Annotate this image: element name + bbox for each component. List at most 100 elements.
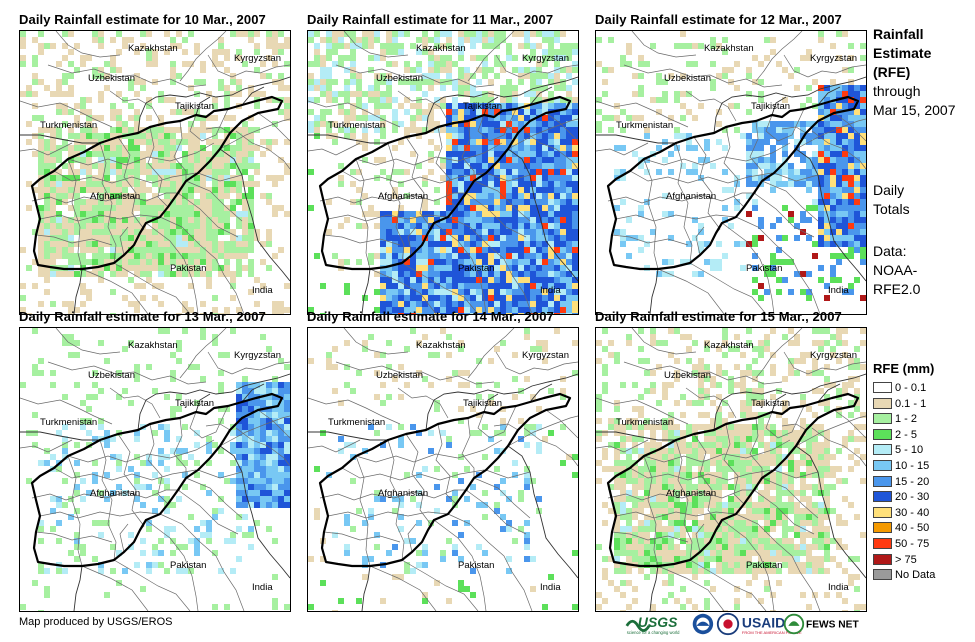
admin-boundary <box>55 31 121 58</box>
admin-boundary <box>495 54 578 78</box>
data-source: Data: NOAA- RFE2.0 <box>873 242 920 299</box>
admin-boundary <box>355 158 371 270</box>
data-source-label: Data: <box>873 243 907 259</box>
admin-boundary <box>631 31 697 58</box>
afghanistan-outline <box>606 392 860 568</box>
country-label-turkmenistan: Turkmenistan <box>40 120 97 131</box>
country-label-turkmenistan: Turkmenistan <box>616 417 673 428</box>
legend-label: No Data <box>895 569 936 582</box>
admin-boundary <box>177 192 239 238</box>
admin-boundary <box>485 172 531 182</box>
admin-boundary <box>47 64 207 88</box>
legend-label: 5 - 10 <box>895 444 924 457</box>
admin-boundary <box>397 387 449 419</box>
country-boundary <box>241 86 265 106</box>
panel-title: Daily Rainfall estimate for 10 Mar., 200… <box>19 12 266 27</box>
admin-boundary <box>407 523 417 553</box>
admin-boundary <box>119 523 129 553</box>
noaa-logo <box>692 613 714 635</box>
country-label-afghanistan: Afghanistan <box>666 191 716 202</box>
legend-label: 0.1 - 1 <box>895 397 927 410</box>
admin-boundary <box>721 519 775 611</box>
country-label-kazakhstan: Kazakhstan <box>416 340 466 351</box>
country-label-pakistan: Pakistan <box>170 263 206 274</box>
country-boundary <box>649 565 659 611</box>
admin-boundary <box>145 222 199 314</box>
country-boundary <box>20 431 100 441</box>
map-frame: Kazakhstan Kyrgyzstan Uzbekistan Tajikistan… <box>307 30 579 315</box>
legend-item: 0.1 - 1 <box>873 397 927 411</box>
country-boundary <box>771 393 787 413</box>
admin-boundary <box>207 351 290 375</box>
admin-boundary <box>185 477 243 519</box>
rainfall-raster <box>308 31 578 314</box>
country-boundary <box>795 148 866 282</box>
admin-boundary <box>341 467 485 481</box>
admin-boundary <box>197 469 243 479</box>
admin-boundary <box>67 439 215 463</box>
admin-boundary <box>257 112 290 142</box>
rainfall-raster <box>596 31 866 301</box>
admin-boundary <box>99 142 117 264</box>
admin-boundary <box>323 234 401 246</box>
admin-boundary <box>39 511 161 519</box>
country-boundary <box>137 76 290 134</box>
rfe-heading-line1: Rainfall <box>873 26 924 42</box>
admin-boundary <box>159 216 245 314</box>
admin-boundary <box>493 423 519 431</box>
legend-label: 2 - 5 <box>895 428 918 441</box>
admin-boundary <box>685 90 737 122</box>
admin-boundary <box>405 136 433 234</box>
legend-label: 40 - 50 <box>895 522 930 535</box>
admin-boundary <box>485 469 531 479</box>
legend-swatch <box>873 428 892 440</box>
admin-boundary <box>159 513 245 611</box>
admin-boundary <box>773 469 819 479</box>
admin-boundary <box>833 112 866 142</box>
admin-boundary <box>765 108 805 142</box>
admin-boundary <box>493 126 519 134</box>
admin-boundary <box>117 433 145 531</box>
admin-boundary <box>611 234 689 246</box>
admin-boundary <box>67 142 215 166</box>
country-boundary <box>507 445 578 579</box>
afghanistan-outline <box>606 95 860 271</box>
admin-boundary <box>189 108 229 142</box>
country-label-kazakhstan: Kazakhstan <box>416 43 466 54</box>
admin-boundary <box>113 262 191 314</box>
country-label-afghanistan: Afghanistan <box>378 488 428 499</box>
admin-boundary <box>596 439 649 453</box>
admin-boundary <box>447 216 533 314</box>
legend-label: 30 - 40 <box>895 506 930 519</box>
admin-boundary <box>781 126 807 134</box>
afghanistan-outline <box>318 95 572 271</box>
admin-boundary <box>99 439 117 561</box>
admin-boundary <box>39 214 161 222</box>
country-label-kyrgyzstan: Kyrgyzstan <box>810 350 857 361</box>
admin-boundary <box>197 172 243 182</box>
admin-boundary <box>341 170 485 184</box>
legend-swatch <box>873 382 892 393</box>
country-boundary <box>649 268 659 314</box>
country-label-pakistan: Pakistan <box>170 560 206 571</box>
admin-boundary <box>407 226 417 256</box>
country-boundary <box>361 565 371 611</box>
admin-boundary <box>781 423 807 431</box>
admin-boundary <box>20 100 113 128</box>
admin-boundary <box>765 405 805 439</box>
country-label-turkmenistan: Turkmenistan <box>328 417 385 428</box>
admin-boundary <box>179 31 227 82</box>
country-label-tajikistan: Tajikistan <box>175 101 214 112</box>
admin-boundary <box>369 268 437 314</box>
country-label-afghanistan: Afghanistan <box>378 191 428 202</box>
legend-item: > 75 <box>873 553 917 567</box>
admin-boundary <box>20 142 73 156</box>
country-label-uzbekistan: Uzbekistan <box>88 73 135 84</box>
admin-boundary <box>355 439 503 463</box>
admin-boundary <box>611 531 689 543</box>
usaid-tagline: FROM THE AMERICAN PEOPLE <box>742 630 802 635</box>
admin-boundary <box>643 158 659 270</box>
admin-boundary <box>405 433 433 531</box>
admin-boundary <box>465 192 527 238</box>
admin-boundary <box>20 439 73 453</box>
